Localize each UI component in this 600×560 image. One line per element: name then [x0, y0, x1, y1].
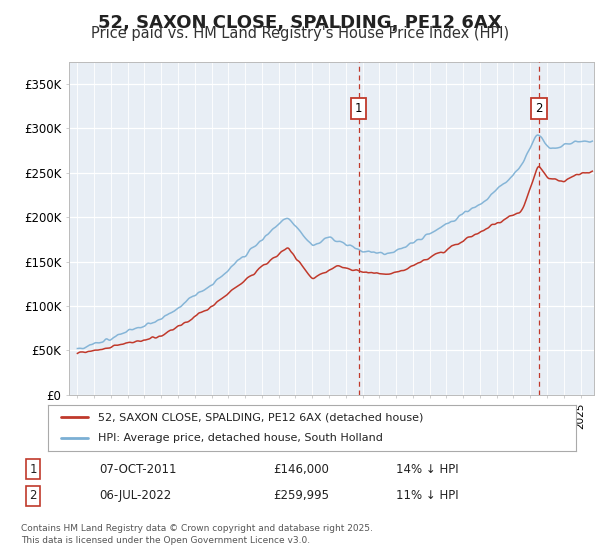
Text: 06-JUL-2022: 06-JUL-2022 [99, 489, 171, 502]
Text: 2: 2 [535, 102, 542, 115]
Text: 2: 2 [29, 489, 37, 502]
Text: 1: 1 [355, 102, 362, 115]
Text: £259,995: £259,995 [273, 489, 329, 502]
Text: 11% ↓ HPI: 11% ↓ HPI [396, 489, 458, 502]
Text: 07-OCT-2011: 07-OCT-2011 [99, 463, 176, 476]
Text: HPI: Average price, detached house, South Holland: HPI: Average price, detached house, Sout… [98, 433, 383, 444]
Text: Contains HM Land Registry data © Crown copyright and database right 2025.
This d: Contains HM Land Registry data © Crown c… [21, 524, 373, 545]
Text: 52, SAXON CLOSE, SPALDING, PE12 6AX: 52, SAXON CLOSE, SPALDING, PE12 6AX [98, 14, 502, 32]
Text: 14% ↓ HPI: 14% ↓ HPI [396, 463, 458, 476]
Text: £146,000: £146,000 [273, 463, 329, 476]
Text: Price paid vs. HM Land Registry's House Price Index (HPI): Price paid vs. HM Land Registry's House … [91, 26, 509, 41]
Text: 52, SAXON CLOSE, SPALDING, PE12 6AX (detached house): 52, SAXON CLOSE, SPALDING, PE12 6AX (det… [98, 412, 424, 422]
Text: 1: 1 [29, 463, 37, 476]
